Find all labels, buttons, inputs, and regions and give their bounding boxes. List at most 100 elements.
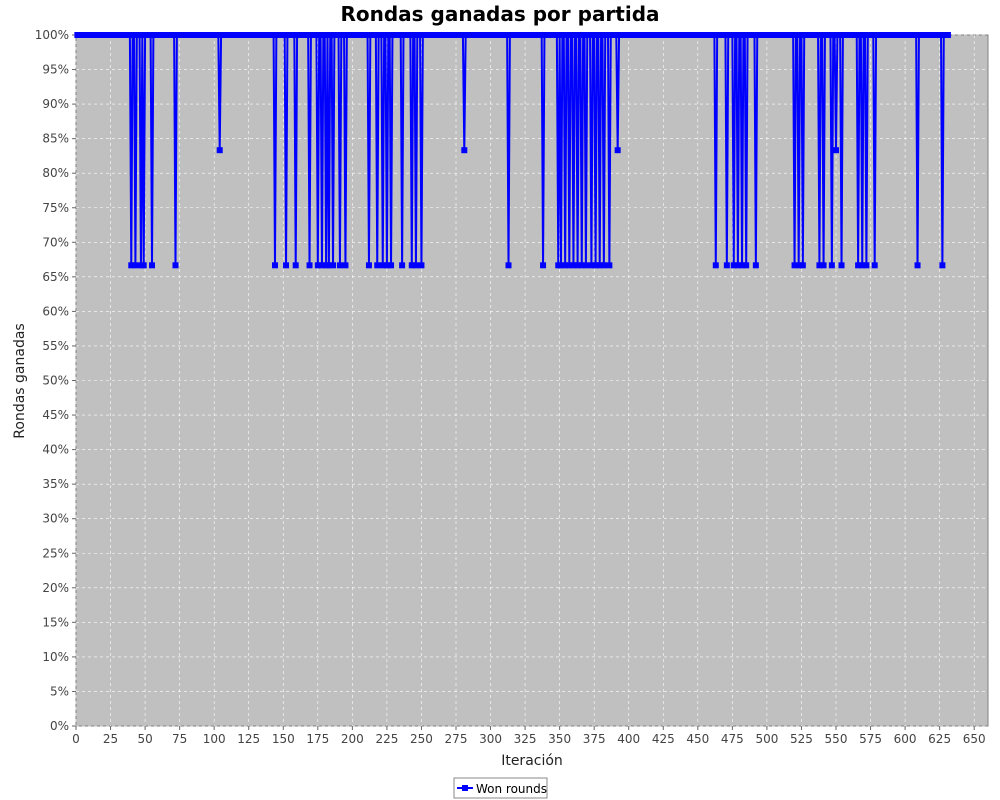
data-point (833, 147, 839, 154)
legend-marker-swatch (462, 785, 468, 791)
data-point (562, 262, 569, 269)
data-point (588, 262, 595, 269)
data-point (816, 262, 823, 269)
x-tick-label: 300 (479, 732, 502, 746)
y-tick-label: 85% (42, 132, 69, 146)
data-point (791, 262, 798, 269)
data-point (379, 262, 386, 269)
y-tick-label: 75% (42, 201, 69, 215)
data-point (574, 262, 581, 269)
data-point (540, 262, 547, 269)
x-tick-label: 0 (72, 732, 80, 746)
data-point (939, 262, 946, 269)
legend: Won rounds (453, 777, 548, 799)
x-tick-label: 225 (375, 732, 398, 746)
y-tick-label: 95% (42, 63, 69, 77)
x-tick-label: 650 (963, 732, 986, 746)
axes: 0 25 50 75 100 125 150 175 200 225 250 275 300 325 350… (35, 28, 986, 746)
data-point (383, 262, 390, 269)
data-point (140, 262, 147, 269)
y-tick-label: 25% (42, 546, 69, 560)
x-tick-label: 450 (686, 732, 709, 746)
data-point (412, 262, 419, 269)
x-tick-label: 50 (137, 732, 152, 746)
x-tick-label: 575 (859, 732, 882, 746)
x-tick-label: 500 (755, 732, 778, 746)
data-point (365, 262, 372, 269)
data-point (558, 262, 565, 269)
x-tick-label: 100 (203, 732, 226, 746)
x-tick-label: 375 (583, 732, 606, 746)
x-tick-label: 325 (514, 732, 537, 746)
data-point (132, 262, 139, 269)
data-point (914, 262, 921, 269)
data-point (592, 262, 599, 269)
y-tick-label: 65% (42, 270, 69, 284)
data-point (743, 262, 750, 269)
data-point (799, 262, 806, 269)
data-point (566, 262, 573, 269)
x-tick-label: 25 (103, 732, 118, 746)
data-point (318, 262, 325, 269)
data-point (505, 262, 512, 269)
y-tick-label: 70% (42, 235, 69, 249)
y-tick-label: 100% (35, 28, 69, 42)
data-point (461, 147, 468, 154)
data-point (578, 262, 585, 269)
data-point (408, 262, 415, 269)
data-point (330, 262, 337, 269)
x-tick-label: 175 (306, 732, 329, 746)
x-axis-label: Iteración (501, 753, 563, 769)
y-tick-label: 30% (42, 512, 69, 526)
y-tick-label: 55% (42, 339, 69, 353)
x-tick-label: 425 (652, 732, 675, 746)
x-tick-label: 600 (894, 732, 917, 746)
data-point (582, 262, 589, 269)
y-axis-label: Rondas ganadas (12, 323, 28, 438)
x-tick-label: 525 (790, 732, 813, 746)
data-point (399, 262, 406, 269)
x-tick-label: 200 (341, 732, 364, 746)
x-tick-label: 550 (825, 732, 848, 746)
y-tick-label: 35% (42, 477, 69, 491)
x-tick-label: 350 (548, 732, 571, 746)
data-point (336, 262, 343, 269)
data-point (944, 32, 951, 38)
y-tick-label: 15% (42, 615, 69, 629)
data-point (863, 262, 870, 269)
y-tick-label: 40% (42, 443, 69, 457)
data-point (752, 262, 759, 269)
y-tick-label: 45% (42, 408, 69, 422)
data-point (712, 262, 719, 269)
data-point (388, 262, 395, 269)
x-tick-label: 625 (928, 732, 951, 746)
y-tick-label: 80% (42, 166, 69, 180)
data-point (795, 262, 802, 269)
legend-label: Won rounds (476, 782, 547, 796)
y-tick-label: 50% (42, 374, 69, 388)
data-point (596, 262, 603, 269)
data-point (739, 262, 746, 269)
data-point (283, 262, 290, 269)
data-point (314, 262, 321, 269)
data-point (292, 262, 299, 269)
x-tick-label: 250 (410, 732, 433, 746)
data-point (855, 262, 862, 269)
data-point (418, 262, 425, 269)
y-tick-label: 60% (42, 304, 69, 318)
data-point (216, 147, 223, 154)
x-tick-label: 75 (172, 732, 187, 746)
data-point (730, 262, 737, 269)
data-point (606, 262, 613, 269)
x-tick-label: 125 (237, 732, 260, 746)
data-point (828, 262, 835, 269)
data-point (871, 262, 878, 269)
x-tick-label: 275 (445, 732, 468, 746)
y-tick-label: 20% (42, 581, 69, 595)
x-tick-label: 400 (617, 732, 640, 746)
y-tick-label: 0% (50, 719, 69, 733)
data-point (374, 262, 381, 269)
data-point (838, 262, 845, 269)
data-point (570, 262, 577, 269)
